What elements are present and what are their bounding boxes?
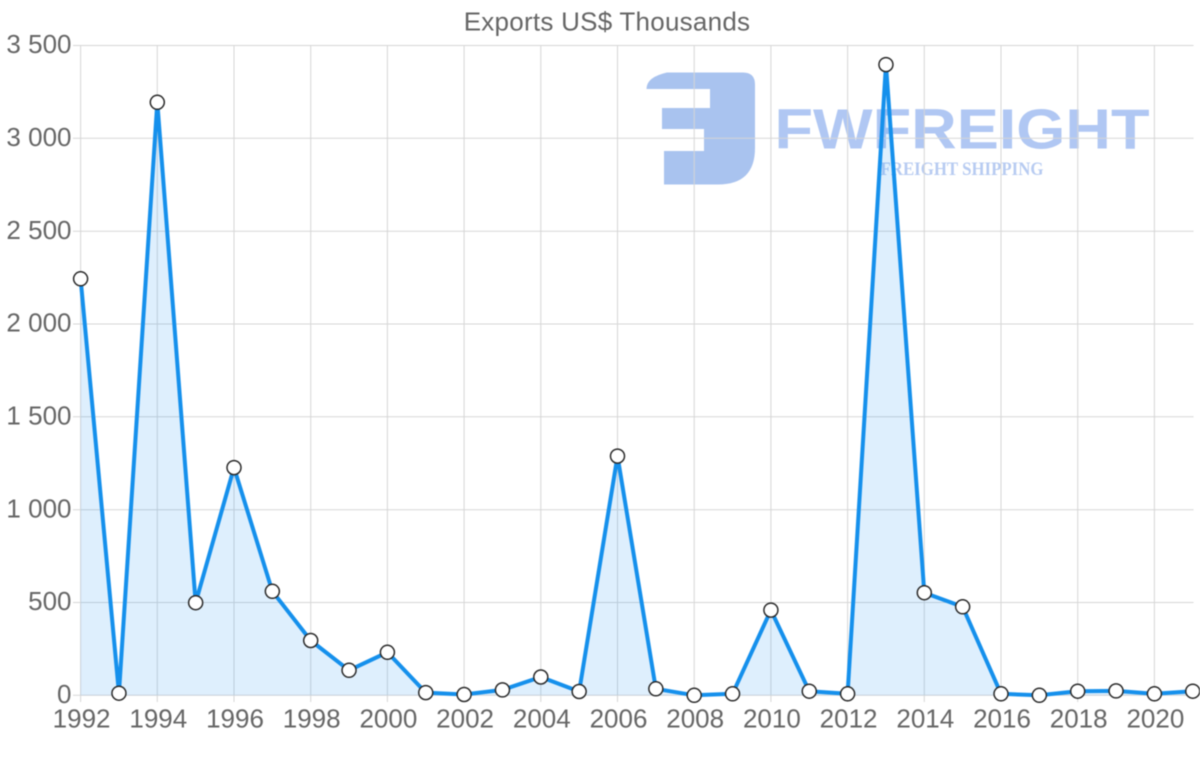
svg-text:3 000: 3 000 bbox=[6, 122, 71, 152]
svg-text:2016: 2016 bbox=[973, 704, 1031, 734]
svg-text:Exports US$ Thousands: Exports US$ Thousands bbox=[464, 7, 751, 37]
svg-text:1998: 1998 bbox=[283, 704, 341, 734]
svg-text:1994: 1994 bbox=[129, 704, 187, 734]
svg-text:2 000: 2 000 bbox=[6, 308, 71, 338]
svg-text:1 500: 1 500 bbox=[6, 400, 71, 430]
svg-text:2008: 2008 bbox=[666, 704, 724, 734]
svg-text:1992: 1992 bbox=[53, 704, 111, 734]
svg-text:2020: 2020 bbox=[1126, 704, 1184, 734]
svg-text:2014: 2014 bbox=[896, 704, 954, 734]
svg-text:2010: 2010 bbox=[743, 704, 801, 734]
svg-text:0: 0 bbox=[57, 679, 71, 709]
svg-text:2006: 2006 bbox=[590, 704, 648, 734]
svg-text:1996: 1996 bbox=[206, 704, 264, 734]
svg-text:2 500: 2 500 bbox=[6, 215, 71, 245]
svg-text:FREIGHT SHIPPING: FREIGHT SHIPPING bbox=[881, 159, 1044, 180]
svg-text:2002: 2002 bbox=[436, 704, 494, 734]
svg-text:500: 500 bbox=[28, 586, 71, 616]
svg-text:2012: 2012 bbox=[820, 704, 878, 734]
svg-text:FWFREIGHT: FWFREIGHT bbox=[775, 98, 1150, 162]
svg-text:2000: 2000 bbox=[359, 704, 417, 734]
svg-text:3 500: 3 500 bbox=[6, 29, 71, 59]
svg-text:2018: 2018 bbox=[1050, 704, 1108, 734]
svg-text:2004: 2004 bbox=[513, 704, 571, 734]
svg-text:1 000: 1 000 bbox=[6, 493, 71, 523]
